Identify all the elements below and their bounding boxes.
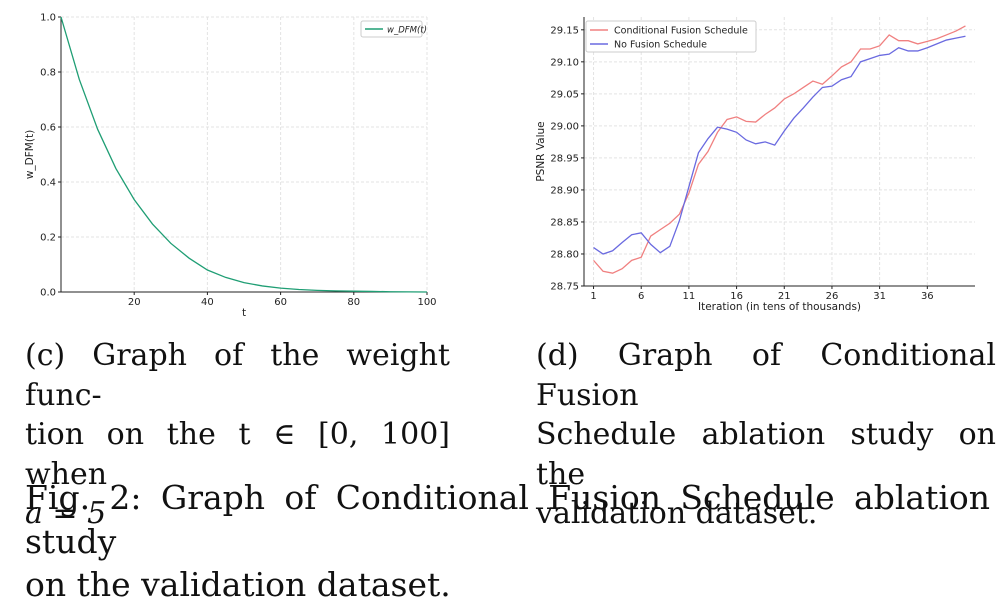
c-x-tick-label: 100	[417, 297, 436, 308]
c-x-tick-label: 60	[274, 297, 287, 308]
d-y-tick-label: 28.75	[550, 282, 579, 293]
psnr-ablation-svg: 28.75 28.80 28.85 28.90 28.95 29.00 29.05 29.10…	[535, 17, 975, 313]
c-y-tick-label: 0.8	[40, 68, 56, 79]
d-x-tick-label: 11	[683, 291, 696, 302]
c-legend-box	[360, 20, 423, 38]
d-x-tick-label: 1	[590, 291, 596, 302]
d-y-tick-label: 29.00	[550, 121, 579, 132]
d-y-tick-label: 29.15	[550, 25, 579, 36]
c-y-tick-label: 0.0	[40, 288, 56, 299]
d-x-tick-label: 26	[826, 291, 839, 302]
d-x-tick-label: 36	[921, 291, 934, 302]
d-y-axis-label: PSNR Value	[535, 121, 547, 181]
figure-caption-line-2: on the validation dataset.	[25, 565, 451, 605]
c-y-tick-label: 0.4	[40, 178, 56, 189]
d-x-tick-label: 21	[778, 291, 791, 302]
d-y-tick-label: 28.85	[550, 217, 579, 228]
caption-d-line-2: Schedule ablation study on the	[536, 417, 996, 492]
d-legend-label-0: Conditional Fusion Schedule	[614, 26, 748, 37]
caption-c-line-1: (c) Graph of the weight func-	[25, 338, 450, 413]
c-y-axis-label: w_DFM(t)	[24, 130, 36, 179]
d-y-tick-label: 28.95	[550, 153, 579, 164]
caption-d: (d) Graph of Conditional Fusion Schedule…	[536, 336, 996, 534]
d-grid	[584, 17, 975, 287]
d-x-tick-label: 31	[873, 291, 886, 302]
d-x-tick-label: 6	[638, 291, 644, 302]
d-y-tick-label: 29.05	[550, 89, 579, 100]
c-x-tick-label: 20	[128, 297, 141, 308]
c-y-tick-label: 0.2	[40, 233, 56, 244]
caption-d-line-1: (d) Graph of Conditional Fusion	[536, 338, 996, 413]
caption-c-line-3: a = 5	[25, 496, 107, 532]
c-legend: w_DFM(t)	[360, 20, 427, 38]
weight-function-chart: 0.0 0.2 0.4 0.6 0.8 1.0 20 40 60 80 100 t w_DFM(t) w_…	[0, 0, 450, 330]
caption-c-line-2: tion on the t ∈ [0, 100] when	[25, 417, 450, 492]
c-x-axis-label: t	[242, 307, 246, 319]
figure-caption: Fig. 2: Graph of Conditional Fusion Sche…	[25, 476, 990, 607]
c-series-line-0	[60, 16, 428, 293]
d-series-line-1	[593, 35, 966, 255]
psnr-ablation-chart: 28.75 28.80 28.85 28.90 28.95 29.00 29.05 29.10…	[500, 0, 1000, 330]
d-y-tick-label: 28.80	[550, 249, 579, 260]
caption-d-line-3: validation dataset.	[536, 496, 818, 532]
d-legend-box	[585, 20, 757, 53]
d-x-tick-label: 16	[730, 291, 743, 302]
d-y-tick-label: 29.10	[550, 57, 579, 68]
c-y-tick-label: 1.0	[40, 13, 56, 24]
c-legend-label: w_DFM(t)	[387, 26, 427, 36]
caption-c: (c) Graph of the weight func- tion on th…	[25, 336, 450, 534]
c-grid	[61, 16, 428, 293]
d-legend: Conditional Fusion Schedule No Fusion Sch…	[585, 20, 757, 53]
d-y-tick-label: 28.90	[550, 185, 579, 196]
c-y-tick-label: 0.6	[40, 123, 56, 134]
d-legend-label-1: No Fusion Schedule	[614, 40, 707, 51]
c-x-tick-label: 80	[347, 297, 360, 308]
figure-caption-line-1: Fig. 2: Graph of Conditional Fusion Sche…	[25, 478, 990, 561]
c-x-tick-label: 40	[201, 297, 214, 308]
d-series-line-0	[593, 25, 966, 274]
weight-function-svg: 0.0 0.2 0.4 0.6 0.8 1.0 20 40 60 80 100 t w_DFM(t) w_…	[24, 13, 437, 320]
d-x-axis-label: Iteration (in tens of thousands)	[698, 301, 861, 313]
